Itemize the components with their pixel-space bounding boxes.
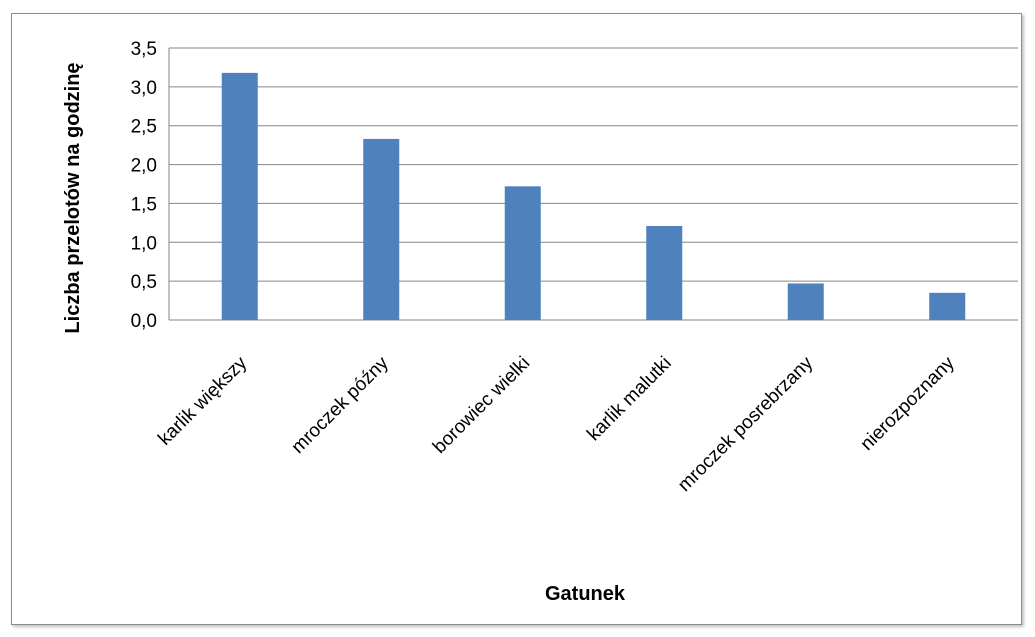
x-category-label: mroczek późny (288, 352, 394, 458)
bar (363, 138, 400, 320)
bar (504, 186, 541, 320)
x-category-label: borowiec wielki (429, 353, 534, 458)
y-tick-label: 3,5 (131, 39, 157, 60)
y-tick-label: 0,5 (131, 272, 157, 293)
x-category-labels: karlik większy mroczek późny borowiec wiel… (154, 352, 959, 496)
bar (221, 72, 258, 321)
x-category-label: karlik większy (154, 352, 251, 449)
y-tick-label: 2,5 (131, 117, 157, 138)
y-tick-label: 2,0 (131, 156, 157, 177)
x-axis-title: Gatunek (545, 583, 626, 605)
bar (787, 283, 824, 320)
x-category-label: mroczek posrebrzany (674, 352, 818, 496)
y-tick-label: 1,0 (131, 233, 157, 254)
y-tick-label: 0,0 (131, 311, 157, 332)
bars (221, 72, 966, 321)
y-tick-label: 3,0 (131, 78, 157, 99)
bar (646, 225, 683, 320)
y-tick-label: 1,5 (131, 194, 157, 215)
bar (929, 292, 966, 320)
gridlines (168, 47, 1018, 321)
x-category-label: nierozpoznany (857, 352, 960, 455)
y-tick-labels: 0,0 0,5 1,0 1,5 2,0 2,5 3,0 3,5 (131, 39, 157, 332)
x-category-label: karlik malutki (583, 353, 675, 445)
y-axis-title: Liczba przelotów na godzinę (62, 62, 84, 333)
